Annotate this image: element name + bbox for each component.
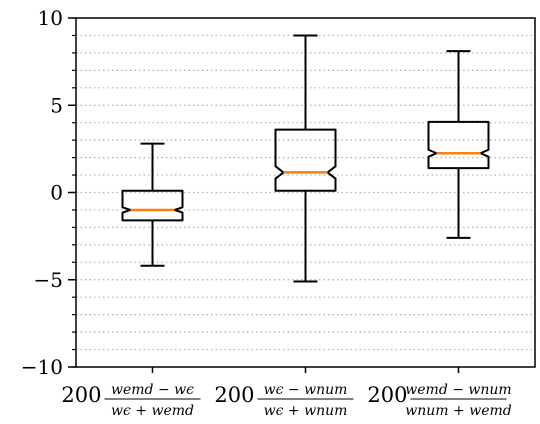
label-denominator: wϵ + wnum [264, 403, 348, 419]
x-tick-label-2: 200 wϵ − wnum wϵ + wnum [214, 382, 354, 419]
box-body [121, 189, 184, 222]
box-1 [121, 142, 184, 267]
box-body [427, 120, 490, 170]
y-tick-label: 10 [38, 6, 63, 30]
label-prefix: 200 [367, 383, 407, 407]
box-3 [427, 50, 490, 239]
y-tick-label: −10 [21, 355, 63, 379]
box-body [274, 128, 337, 192]
label-numerator: wϵ − wnum [264, 382, 348, 398]
label-numerator: wemd − wnum [405, 382, 511, 398]
box-2 [274, 34, 337, 283]
x-axis: 200 wemd − wϵ wϵ + wemd 200 wϵ − wnum wϵ + wn… [61, 367, 512, 419]
label-numerator: wemd − wϵ [111, 382, 194, 398]
y-tick-label: 0 [50, 181, 63, 205]
y-axis: 10 5 0 −5 −10 [21, 6, 76, 379]
y-tick-label: −5 [34, 268, 63, 292]
label-prefix: 200 [61, 383, 101, 407]
label-denominator: wϵ + wemd [111, 403, 194, 419]
label-prefix: 200 [214, 383, 254, 407]
boxes-group [121, 34, 490, 283]
y-tick-label: 5 [50, 93, 63, 117]
x-tick-label-1: 200 wemd − wϵ wϵ + wemd [61, 382, 201, 419]
label-denominator: wnum + wemd [405, 403, 511, 419]
